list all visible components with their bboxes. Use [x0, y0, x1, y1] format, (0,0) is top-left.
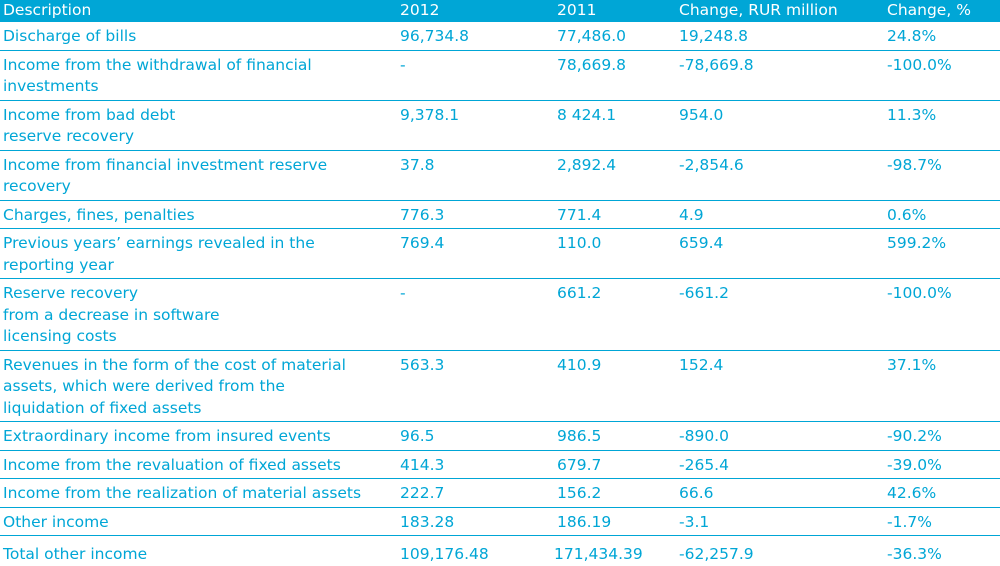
cell-2011: 679.7: [557, 455, 602, 474]
cell-change-pct: -1.7%: [887, 512, 932, 531]
table-row: Income from the revaluation of fixed ass…: [0, 450, 1000, 479]
cell-change: 152.4: [679, 355, 724, 374]
cell-change: -661.2: [679, 284, 729, 302]
total-2011: 171,434.39: [554, 545, 643, 563]
table-row: Charges, fines, penalties 776.3 771.4 4.…: [0, 200, 1000, 229]
cell-change: 4.9: [679, 205, 704, 224]
table-row: Income from bad debt reserve recovery 9,…: [0, 100, 1000, 150]
cell-change-pct: -100.0%: [887, 284, 952, 302]
cell-change: -78,669.8: [679, 55, 754, 74]
total-change-pct: -36.3%: [887, 545, 942, 563]
table-row: Income from the withdrawal of financial …: [0, 50, 1000, 100]
cell-change: 19,248.8: [679, 27, 749, 45]
cell-2011: 410.9: [557, 355, 602, 374]
cell-description: Income from bad debt reserve recovery: [3, 105, 176, 146]
cell-description: Income from the realization of material …: [3, 484, 362, 502]
header-change-pct: Change, %: [884, 0, 1000, 22]
cell-change: -2,854.6: [679, 155, 744, 174]
cell-change-pct: -90.2%: [887, 427, 942, 445]
cell-2011: 77,486.0: [557, 27, 627, 45]
total-description: Total other income: [3, 545, 148, 563]
cell-change-pct: -100.0%: [887, 55, 952, 74]
cell-change: 659.4: [679, 234, 724, 252]
cell-2012: 222.7: [400, 484, 445, 502]
cell-change-pct: 11.3%: [887, 105, 937, 124]
cell-2011: 8 424.1: [557, 105, 617, 124]
table-row: Other income 183.28 186.19 -3.1 -1.7%: [0, 507, 1000, 536]
cell-2012: -: [400, 284, 406, 302]
cell-change-pct: 599.2%: [887, 234, 947, 252]
cell-description: Reserve recovery from a decrease in soft…: [3, 284, 220, 345]
cell-change-pct: -98.7%: [887, 155, 942, 174]
cell-change: -265.4: [679, 455, 729, 474]
cell-change: -3.1: [679, 512, 710, 531]
cell-2012: 769.4: [400, 234, 445, 252]
cell-2011: 186.19: [557, 512, 612, 531]
cell-2012: 183.28: [400, 512, 455, 531]
header-change-rur: Change, RUR million: [676, 0, 884, 22]
cell-description: Income from financial investment reserve…: [3, 155, 328, 196]
table-row: Revenues in the form of the cost of mate…: [0, 350, 1000, 422]
cell-description: Discharge of bills: [3, 27, 137, 45]
cell-change-pct: 24.8%: [887, 27, 937, 45]
table-header: Description 2012 2011 Change, RUR millio…: [0, 0, 1000, 22]
cell-2012: 9,378.1: [400, 105, 460, 124]
total-2012: 109,176.48: [400, 545, 489, 563]
header-2012: 2012: [397, 0, 554, 22]
cell-description: Other income: [3, 512, 109, 531]
cell-description: Previous years’ earnings revealed in the…: [3, 234, 315, 274]
cell-change: -890.0: [679, 427, 729, 445]
total-row: Total other income 109,176.48 171,434.39…: [0, 536, 1000, 566]
table-row: Income from the realization of material …: [0, 479, 1000, 507]
cell-description: Charges, fines, penalties: [3, 205, 195, 224]
cell-change-pct: -39.0%: [887, 455, 942, 474]
cell-2012: 563.3: [400, 355, 445, 374]
table-row: Reserve recovery from a decrease in soft…: [0, 279, 1000, 350]
header-row: Description 2012 2011 Change, RUR millio…: [0, 0, 1000, 22]
cell-description: Income from the withdrawal of financial …: [3, 55, 312, 96]
cell-2012: 414.3: [400, 455, 445, 474]
cell-change: 954.0: [679, 105, 724, 124]
total-change: -62,257.9: [679, 545, 754, 563]
cell-2012: 96.5: [400, 427, 435, 445]
header-2011: 2011: [554, 0, 676, 22]
cell-2011: 78,669.8: [557, 55, 627, 74]
header-description: Description: [0, 0, 397, 22]
cell-change-pct: 37.1%: [887, 355, 937, 374]
cell-2012: 96,734.8: [400, 27, 470, 45]
table-row: Extraordinary income from insured events…: [0, 422, 1000, 450]
cell-description: Income from the revaluation of fixed ass…: [3, 455, 341, 474]
cell-2011: 2,892.4: [557, 155, 617, 174]
cell-2011: 771.4: [557, 205, 602, 224]
cell-2012: -: [400, 55, 406, 74]
cell-2011: 986.5: [557, 427, 602, 445]
cell-2011: 156.2: [557, 484, 602, 502]
cell-2012: 776.3: [400, 205, 445, 224]
cell-change-pct: 0.6%: [887, 205, 927, 224]
table-body: Discharge of bills 96,734.8 77,486.0 19,…: [0, 22, 1000, 566]
table-row: Discharge of bills 96,734.8 77,486.0 19,…: [0, 22, 1000, 50]
cell-change-pct: 42.6%: [887, 484, 937, 502]
cell-2012: 37.8: [400, 155, 435, 174]
cell-2011: 661.2: [557, 284, 602, 302]
cell-change: 66.6: [679, 484, 714, 502]
cell-description: Extraordinary income from insured events: [3, 427, 331, 445]
table-row: Previous years’ earnings revealed in the…: [0, 229, 1000, 279]
table-row: Income from financial investment reserve…: [0, 150, 1000, 200]
cell-2011: 110.0: [557, 234, 602, 252]
cell-description: Revenues in the form of the cost of mate…: [3, 355, 346, 417]
